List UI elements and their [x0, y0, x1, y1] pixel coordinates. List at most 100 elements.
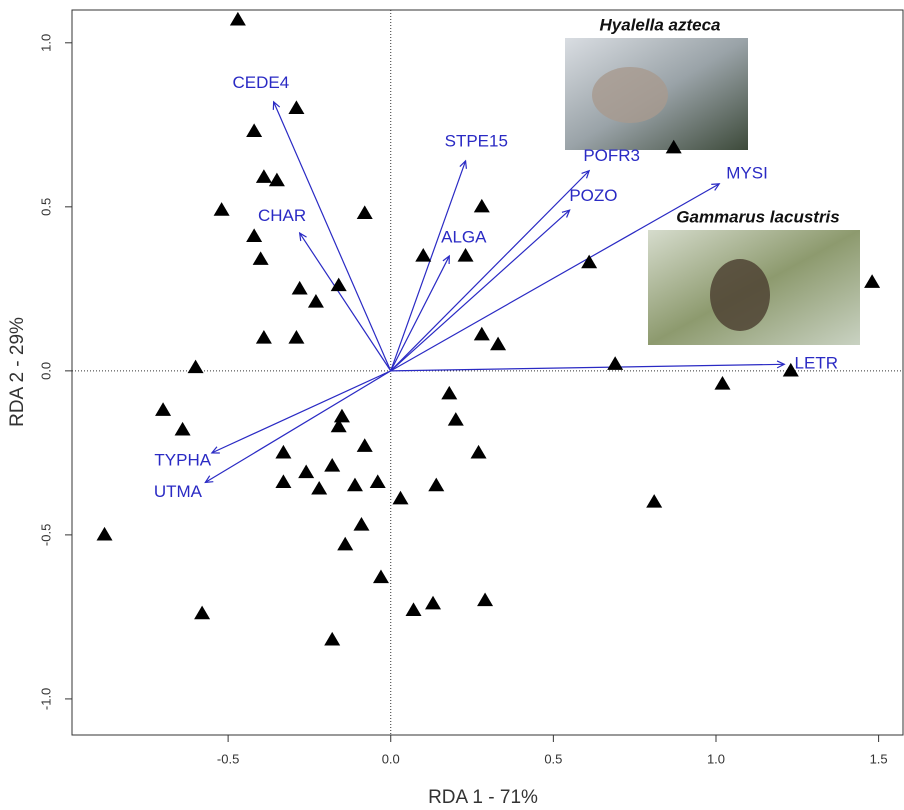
site-point — [864, 274, 881, 288]
site-point — [337, 536, 354, 551]
site-point — [441, 385, 458, 400]
photo-caption: Hyalella azteca — [600, 15, 721, 34]
site-point — [96, 526, 113, 541]
site-point — [405, 602, 422, 616]
photo-animal — [710, 259, 770, 331]
site-point — [356, 205, 373, 219]
vector-label: POZO — [569, 186, 617, 205]
site-point — [311, 480, 328, 495]
site-point — [324, 457, 341, 472]
x-tick-label: 1.5 — [870, 751, 888, 766]
site-point — [324, 631, 341, 646]
vector-label: STPE15 — [445, 132, 508, 151]
vector-head — [204, 475, 214, 484]
site-point — [473, 198, 490, 213]
site-point — [155, 402, 172, 416]
vector-head — [272, 100, 281, 110]
vector-head — [711, 183, 721, 191]
site-point — [581, 254, 598, 269]
site-point — [174, 421, 191, 436]
site-point — [268, 172, 285, 187]
site-point — [353, 517, 370, 531]
site-point — [330, 418, 347, 433]
site-point — [782, 362, 799, 377]
vector-head — [459, 159, 468, 169]
vector-label: CEDE4 — [233, 73, 290, 92]
y-tick-label: 1.0 — [38, 34, 53, 52]
site-point — [252, 251, 269, 265]
site-point — [356, 438, 373, 452]
vector — [205, 370, 392, 483]
x-tick-label: 0.5 — [544, 751, 562, 766]
x-tick-label: 1.0 — [707, 751, 725, 766]
site-point — [369, 474, 386, 488]
site-point — [246, 228, 263, 242]
vector-label: POFR3 — [583, 146, 640, 165]
site-point — [291, 280, 308, 295]
site-point — [213, 202, 230, 216]
site-point — [187, 359, 204, 374]
site-point — [229, 11, 246, 26]
site-point — [646, 494, 663, 508]
site-point — [333, 408, 350, 423]
site-point — [330, 277, 347, 292]
site-point — [473, 326, 490, 341]
vector — [273, 101, 392, 372]
photo-caption: Gammarus lacustris — [676, 207, 839, 226]
site-point — [714, 375, 731, 390]
site-point — [415, 248, 432, 262]
plot-frame — [71, 9, 904, 736]
site-point — [298, 464, 315, 479]
vector-label: LETR — [795, 353, 838, 372]
site-point — [477, 592, 494, 607]
vector-head — [210, 446, 220, 454]
vector-label: MYSI — [726, 163, 768, 182]
vector — [390, 160, 467, 372]
vector-head — [442, 254, 450, 265]
site-point — [307, 293, 324, 308]
site-point — [275, 444, 292, 459]
site-point — [392, 490, 409, 505]
vector — [390, 255, 450, 372]
site-point — [288, 100, 305, 115]
site-point — [607, 356, 624, 370]
site-point — [288, 330, 305, 344]
site-point — [255, 169, 272, 183]
x-axis-label: RDA 1 - 71% — [428, 787, 538, 808]
site-point — [457, 248, 474, 262]
site-point — [255, 330, 272, 344]
site-point — [425, 595, 442, 610]
vector-label: TYPHA — [154, 451, 211, 470]
vector — [390, 183, 720, 372]
site-point — [346, 477, 363, 492]
site-point — [665, 139, 682, 154]
vector — [211, 370, 391, 454]
y-axis-label: RDA 2 - 29% — [7, 317, 28, 427]
vector-label: ALGA — [441, 228, 487, 247]
vector — [299, 232, 392, 372]
vector-head — [776, 360, 786, 369]
vector — [390, 170, 590, 372]
photo-animal — [592, 67, 668, 123]
vector-label: CHAR — [258, 206, 306, 225]
vector-head — [581, 169, 591, 179]
site-point — [246, 123, 263, 137]
y-tick-label: -1.0 — [38, 688, 53, 710]
vector — [390, 363, 785, 372]
vector-head — [561, 209, 571, 218]
vector-head — [298, 231, 307, 242]
vector — [390, 209, 571, 372]
site-point — [470, 444, 487, 459]
vector-label: UTMA — [154, 482, 203, 501]
x-tick-label: -0.5 — [217, 751, 239, 766]
y-tick-label: -0.5 — [38, 524, 53, 546]
x-tick-label: 0.0 — [382, 751, 400, 766]
site-point — [275, 474, 292, 488]
site-point — [447, 412, 464, 426]
y-tick-label: 0.0 — [38, 362, 53, 380]
site-point — [194, 605, 211, 620]
site-point — [372, 569, 389, 584]
site-point — [490, 336, 507, 351]
site-point — [428, 477, 445, 492]
